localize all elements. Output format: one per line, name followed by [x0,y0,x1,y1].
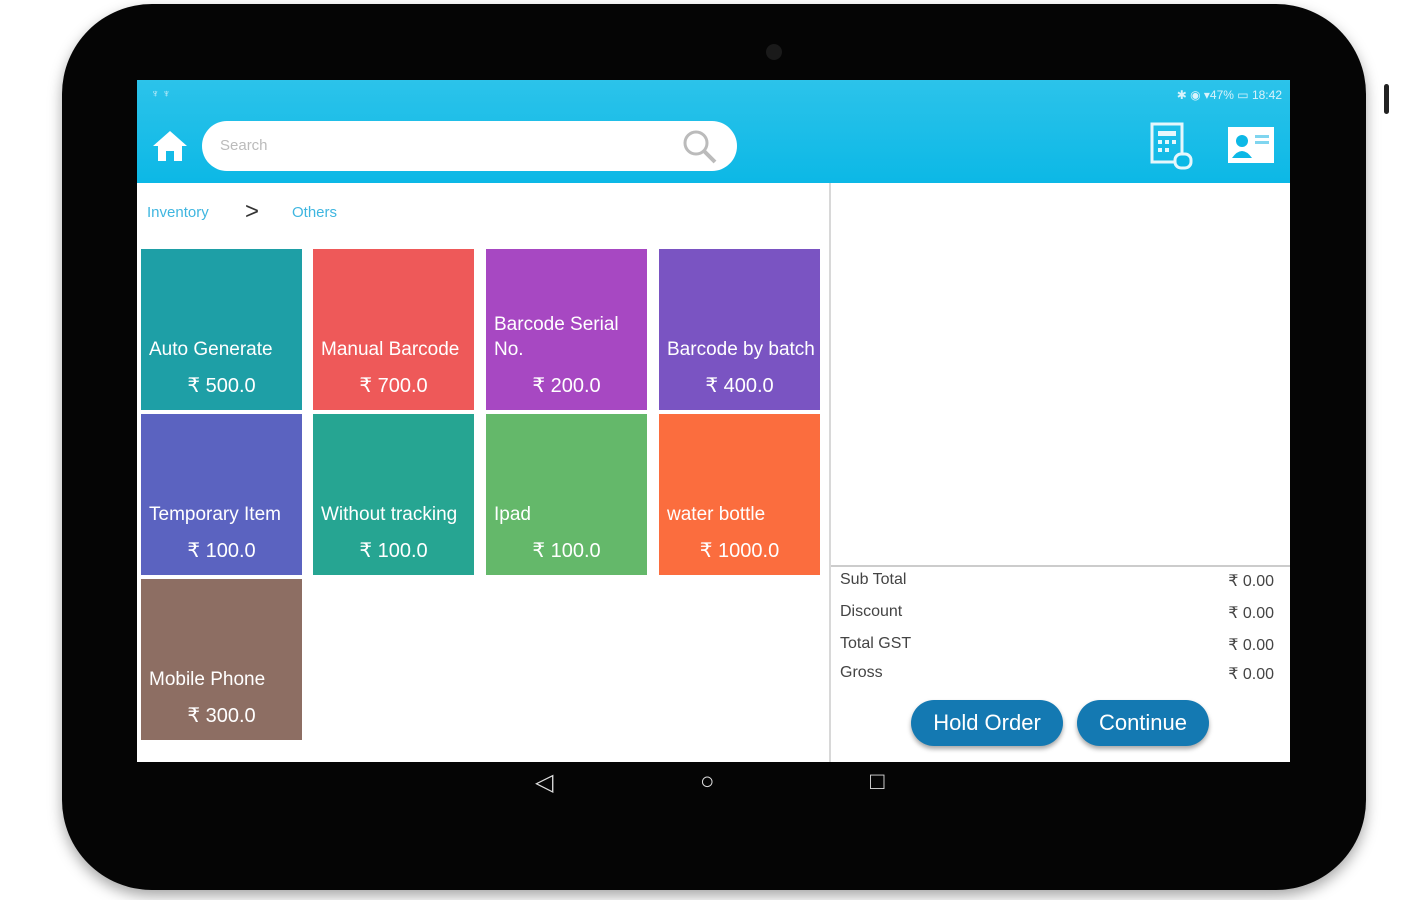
top-bar: ♆ ♆ ✱ ◉ ▾47% ▭ 18:42 [137,80,1290,183]
product-price: ₹ 400.0 [705,375,774,397]
customer-card-icon[interactable] [1227,126,1275,169]
product-tile[interactable]: Auto Generate ₹ 500.0 [141,249,302,410]
product-price: ₹ 200.0 [532,375,601,397]
continue-button[interactable]: Continue [1077,700,1209,746]
product-tile[interactable]: Temporary Item ₹ 100.0 [141,414,302,575]
breadcrumb-separator: > [245,198,260,225]
product-name: Without tracking [321,504,458,525]
product-price: ₹ 500.0 [187,375,256,397]
notification-icons: ♆ ♆ [151,88,171,100]
subtotal-row: Sub Total ₹ 0.00 [840,571,1274,591]
gst-label: Total GST [840,635,912,652]
app-screen: ♆ ♆ ✱ ◉ ▾47% ▭ 18:42 Inventory > Others … [137,80,1290,762]
product-tile[interactable]: Ipad ₹ 100.0 [486,414,647,575]
product-price: ₹ 300.0 [187,705,256,727]
camera [766,44,782,60]
product-price: ₹ 100.0 [532,540,601,562]
breadcrumb-others[interactable]: Others [292,204,338,221]
home-icon[interactable] [151,128,189,169]
product-name: Temporary Item [149,504,281,525]
discount-label: Discount [840,603,903,620]
hold-order-button[interactable]: Hold Order [911,700,1063,746]
calculator-icon[interactable] [1149,122,1195,177]
breadcrumb-inventory[interactable]: Inventory [147,204,209,221]
order-totals: Sub Total ₹ 0.00 Discount ₹ 0.00 Total GST… [831,565,1290,683]
gross-label: Gross [840,664,883,681]
search-bar[interactable] [202,121,737,171]
gross-row: Gross ₹ 0.00 [840,664,1274,684]
product-tile[interactable]: Without tracking ₹ 100.0 [313,414,474,575]
subtotal-label: Sub Total [840,571,907,588]
panel-divider [829,183,831,762]
product-tile[interactable]: Barcode by batch ₹ 400.0 [659,249,820,410]
discount-value: ₹ 0.00 [1228,605,1274,622]
product-tile[interactable]: Manual Barcode ₹ 700.0 [313,249,474,410]
product-name: Barcode Serial No. [494,314,619,360]
product-price: ₹ 100.0 [187,540,256,562]
product-name: Auto Generate [149,339,273,360]
discount-row: Discount ₹ 0.00 [840,603,1274,623]
gross-value: ₹ 0.00 [1228,666,1274,683]
product-price: ₹ 700.0 [359,375,428,397]
product-tile[interactable]: Barcode Serial No. ₹ 200.0 [486,249,647,410]
gst-value: ₹ 0.00 [1228,637,1274,654]
search-icon[interactable] [681,128,719,171]
product-price: ₹ 1000.0 [699,540,780,562]
product-name: Mobile Phone [149,669,266,690]
product-name: Manual Barcode [321,339,460,360]
side-button [1384,84,1389,114]
product-name: Barcode by batch [667,339,815,360]
search-input[interactable] [218,136,662,155]
product-price: ₹ 100.0 [359,540,428,562]
status-bar: ✱ ◉ ▾47% ▭ 18:42 [1176,88,1282,102]
product-name: water bottle [667,504,766,525]
product-tile[interactable]: Mobile Phone ₹ 300.0 [141,579,302,740]
product-name: Ipad [494,504,531,525]
gst-row: Total GST ₹ 0.00 [840,635,1274,655]
product-tile[interactable]: water bottle ₹ 1000.0 [659,414,820,575]
home-nav-icon[interactable]: ○ [700,768,715,795]
back-nav-icon[interactable]: ◁ [535,769,554,796]
subtotal-value: ₹ 0.00 [1228,573,1274,590]
recents-nav-icon[interactable]: □ [870,768,885,795]
